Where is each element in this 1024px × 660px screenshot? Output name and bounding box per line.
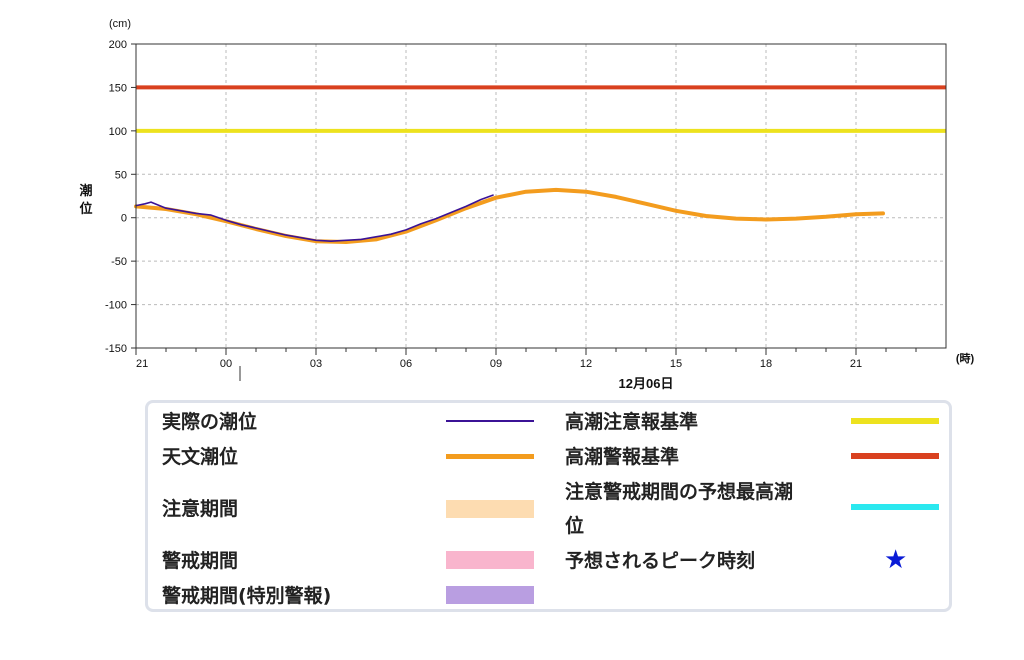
legend-swatch-warning-period <box>446 551 534 569</box>
legend-label-predicted-peak-time: 予想されるピーク時刻 <box>565 550 756 572</box>
star-icon: ★ <box>884 545 908 575</box>
x-tick-label: 21 <box>136 358 148 370</box>
legend-label-predicted-max-tide: 注意警戒期間の予想最高潮 <box>565 481 794 503</box>
y-axis-label-char: 潮 <box>79 183 92 198</box>
legend-swatch-actual-tide <box>446 420 534 422</box>
y-unit-label: (cm) <box>109 18 131 30</box>
y-tick-label: 100 <box>109 126 127 138</box>
y-tick-label: -50 <box>111 256 127 268</box>
reference-lines <box>136 85 946 133</box>
series-line <box>135 194 494 242</box>
x-tick-label: 03 <box>310 358 322 370</box>
x-ticks: 21 00 03 06 09 12 15 18 21 <box>135 348 862 370</box>
x-tick-label: 00 <box>220 358 232 370</box>
legend-label-predicted-max-tide-cont: 位 <box>565 515 585 537</box>
series-line <box>134 187 885 244</box>
tide-chart: 200 150 100 50 0 -50 -100 -150 21 00 03 06 09 12 15 18… <box>79 18 975 391</box>
y-tick-label: -150 <box>105 343 127 355</box>
grid <box>136 44 946 352</box>
legend-label-astronomical-tide: 天文潮位 <box>162 446 239 468</box>
y-tick-label: -100 <box>105 300 127 312</box>
legend-swatch-astronomical-tide <box>446 454 534 459</box>
legend-label-storm-surge-advisory: 高潮注意報基準 <box>565 411 699 433</box>
y-axis-label: 潮位 <box>79 183 92 216</box>
y-tick-label: 50 <box>115 169 127 181</box>
x-unit-label: (時) <box>956 351 975 365</box>
x-tick-label: 15 <box>670 358 682 370</box>
x-tick-label: 18 <box>760 358 772 370</box>
legend-label-actual-tide: 実際の潮位 <box>162 411 258 433</box>
y-ticks: 200 150 100 50 0 -50 -100 -150 <box>105 39 136 355</box>
legend-swatch-storm-surge-warning <box>851 453 939 459</box>
legend: 実際の潮位 天文潮位 注意期間 警戒期間 警戒期間(特別警報) 高潮注意報基準 … <box>145 400 952 612</box>
y-tick-label: 200 <box>109 39 127 51</box>
legend-swatch-storm-surge-advisory <box>851 418 939 424</box>
legend-swatch-special-warning-period <box>446 586 534 604</box>
x-tick-label: 12 <box>580 358 592 370</box>
x-tick-label: 09 <box>490 358 502 370</box>
legend-swatch-predicted-max-tide <box>851 504 939 510</box>
legend-label-caution-period: 注意期間 <box>162 498 239 520</box>
series-lines <box>134 187 885 244</box>
plot-frame <box>135 43 947 349</box>
x-tick-label: 21 <box>850 358 862 370</box>
legend-label-special-warning-period: 警戒期間(特別警報) <box>162 585 332 607</box>
legend-swatch-caution-period <box>446 500 534 518</box>
legend-label-warning-period: 警戒期間 <box>162 550 239 572</box>
legend-label-storm-surge-warning: 高潮警報基準 <box>565 446 680 468</box>
x-tick-label: 06 <box>400 358 412 370</box>
y-axis-label-char: 位 <box>79 201 92 216</box>
y-tick-label: 150 <box>109 82 127 94</box>
y-tick-label: 0 <box>121 213 127 225</box>
date-label: 12月06日 <box>619 376 674 391</box>
